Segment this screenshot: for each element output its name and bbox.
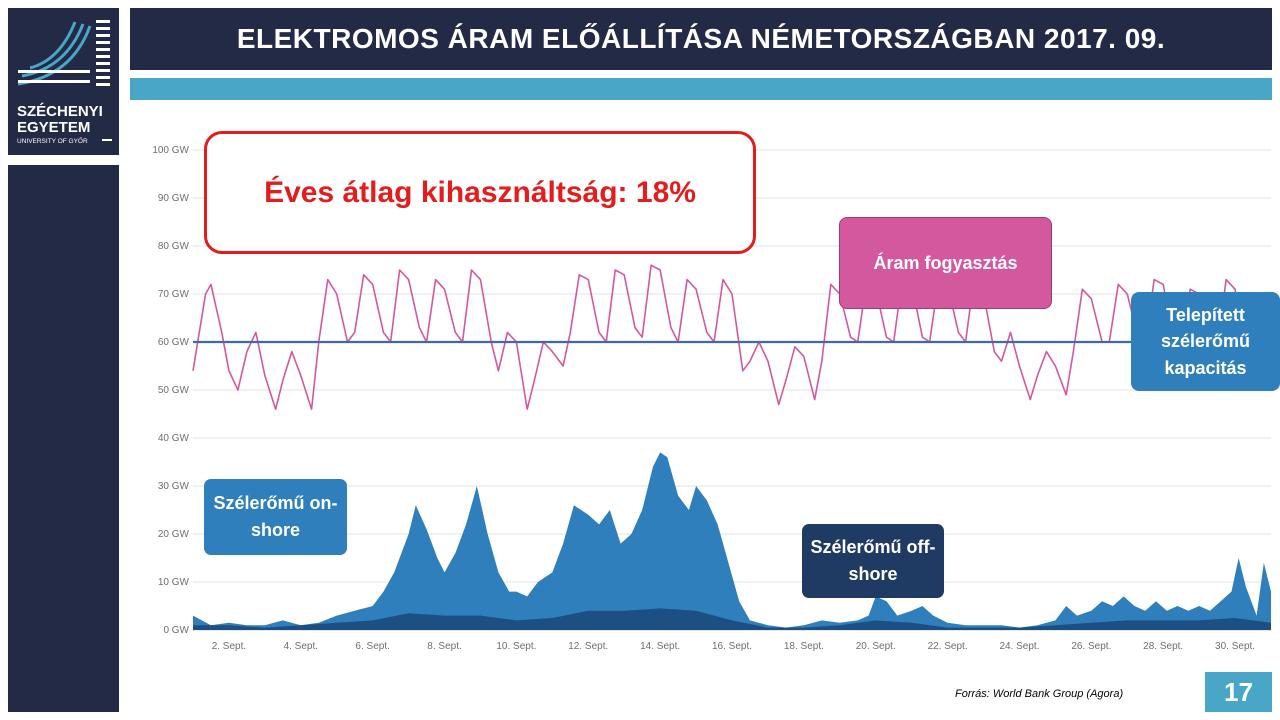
y-tick-label: 90 GW <box>158 193 190 204</box>
source-note: Forrás: World Bank Group (Agora) <box>955 688 1124 700</box>
university-logo: SZÉCHENYI EGYETEM UNIVERSITY OF GYŐR <box>8 8 119 155</box>
chart-series <box>192 264 1272 630</box>
page-number: 17 <box>1205 672 1272 712</box>
onshore-area <box>193 452 1271 630</box>
offshore-area <box>193 608 1271 630</box>
y-tick-label: 60 GW <box>158 337 190 348</box>
y-tick-label: 40 GW <box>158 433 190 444</box>
offshore-label: Szélerőmű off-shore <box>802 524 944 598</box>
x-tick-label: 12. Sept. <box>568 641 608 652</box>
x-tick-label: 10. Sept. <box>496 641 536 652</box>
x-tick-label: 14. Sept. <box>640 641 680 652</box>
capacity-label: Telepített szélerőmű kapacitás <box>1131 292 1280 391</box>
y-tick-label: 0 GW <box>163 625 189 636</box>
x-tick-label: 18. Sept. <box>784 641 824 652</box>
page-title: ELEKTROMOS ÁRAM ELŐÁLLÍTÁSA NÉMETORSZÁGB… <box>236 23 1166 54</box>
x-tick-label: 16. Sept. <box>712 641 752 652</box>
logo-name-line2: EGYETEM <box>17 119 90 136</box>
y-tick-label: 100 GW <box>152 145 189 156</box>
sidebar-panel <box>8 165 119 712</box>
onshore-label: Szélerőmű on-shore <box>204 479 347 555</box>
x-tick-label: 28. Sept. <box>1143 641 1183 652</box>
x-tick-label: 26. Sept. <box>1071 641 1111 652</box>
title-bar: ELEKTROMOS ÁRAM ELŐÁLLÍTÁSA NÉMETORSZÁGB… <box>130 8 1272 70</box>
x-tick-label: 22. Sept. <box>928 641 968 652</box>
consumption-line <box>192 264 1272 410</box>
x-tick-label: 6. Sept. <box>355 641 389 652</box>
x-tick-label: 24. Sept. <box>999 641 1039 652</box>
x-tick-label: 30. Sept. <box>1215 641 1255 652</box>
utilization-callout: Éves átlag kihasználtság: 18% <box>204 131 756 254</box>
y-tick-label: 80 GW <box>158 241 190 252</box>
y-tick-label: 20 GW <box>158 529 190 540</box>
accent-divider <box>130 78 1272 100</box>
y-tick-label: 30 GW <box>158 481 190 492</box>
x-tick-label: 2. Sept. <box>212 641 246 652</box>
consumption-label: Áram fogyasztás <box>839 217 1052 309</box>
y-tick-label: 70 GW <box>158 289 190 300</box>
y-axis-labels: 0 GW 10 GW 20 GW 30 GW 40 GW 50 GW 60 GW 70 GW 8… <box>152 145 189 636</box>
x-tick-label: 20. Sept. <box>856 641 896 652</box>
logo-subtitle: UNIVERSITY OF GYŐR <box>17 136 88 145</box>
x-tick-label: 8. Sept. <box>427 641 461 652</box>
y-tick-label: 10 GW <box>158 577 190 588</box>
logo-name-line1: SZÉCHENYI <box>17 103 103 120</box>
x-tick-label: 4. Sept. <box>284 641 318 652</box>
electricity-chart: 0 GW 10 GW 20 GW 30 GW 40 GW 50 GW 60 GW 70 GW 8… <box>152 145 1272 652</box>
szechenyi-logo-icon: SZÉCHENYI EGYETEM UNIVERSITY OF GYŐR <box>17 20 112 145</box>
y-tick-label: 50 GW <box>158 385 190 396</box>
x-axis-labels: 2. Sept. 4. Sept. 6. Sept. 8. Sept. 10. Sept… <box>212 641 1255 652</box>
